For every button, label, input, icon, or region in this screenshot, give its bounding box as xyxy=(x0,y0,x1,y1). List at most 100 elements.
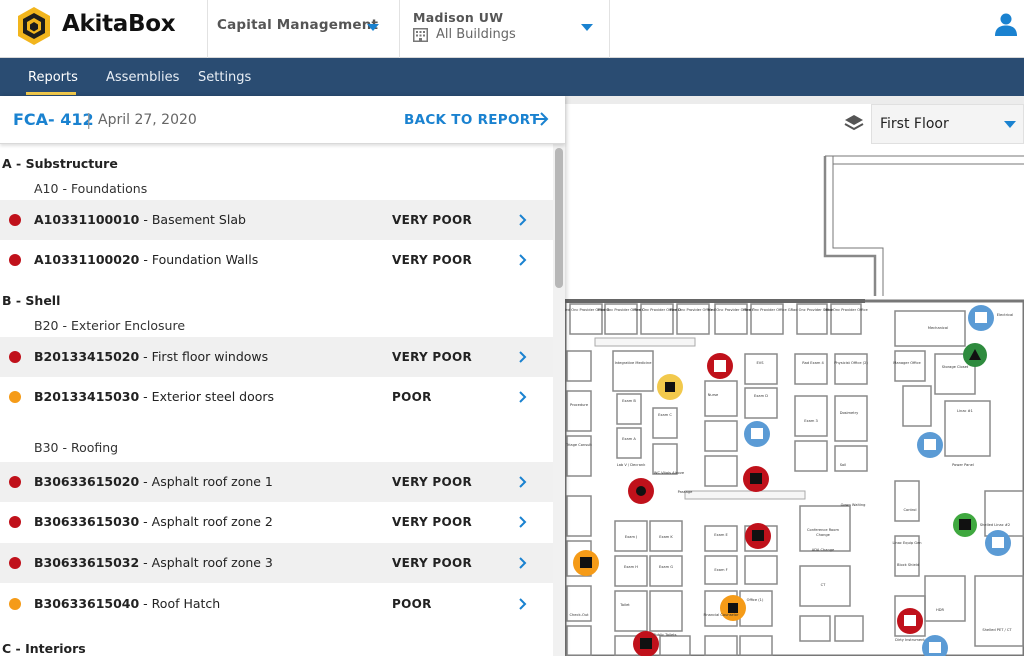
tab-reports[interactable]: Reports xyxy=(28,70,78,85)
room-label: Dirty Instrument xyxy=(895,638,925,642)
tab-assemblies[interactable]: Assemblies xyxy=(106,70,180,85)
room-label: WC Vitals Alcove xyxy=(654,471,685,475)
item-name: First floor windows xyxy=(151,349,269,364)
group-code: B30 xyxy=(34,440,59,455)
room-label: Med Onc Provider Office F xyxy=(708,308,755,312)
room-label: Toilet xyxy=(619,603,630,607)
room-label: Power Panel xyxy=(952,463,974,467)
floor-select[interactable]: First Floor xyxy=(871,104,1024,144)
map-toolbar-strip xyxy=(565,96,1024,104)
item-label: A10331100020 - Foundation Walls xyxy=(34,252,259,267)
chevron-down-icon[interactable] xyxy=(1004,121,1016,128)
room-label: Med Onc Provider Office D xyxy=(633,308,681,312)
room-label: HDR xyxy=(936,608,944,612)
item-label: B30633615020 - Asphalt roof zone 1 xyxy=(34,474,273,489)
item-code: B30633615032 xyxy=(34,555,140,570)
condition-label: POOR xyxy=(392,390,432,404)
item-label: A10331100010 - Basement Slab xyxy=(34,212,246,227)
building-select[interactable]: All Buildings xyxy=(413,27,516,42)
list-item[interactable]: A10331100020 - Foundation Walls VERY POO… xyxy=(0,240,553,280)
room-label: EVS xyxy=(756,361,764,365)
room-label: Integrative Medicine xyxy=(615,361,653,365)
chevron-right-icon[interactable] xyxy=(518,516,528,528)
user-icon[interactable] xyxy=(994,12,1018,36)
room-label: Rad Exam 4 xyxy=(802,361,824,365)
list-item[interactable]: B20133415020 - First floor windows VERY … xyxy=(0,337,553,377)
room-label: CT xyxy=(821,583,827,587)
scrollbar-thumb[interactable] xyxy=(555,148,563,288)
section-header: A - Substructure xyxy=(2,156,118,171)
assembly-list[interactable]: A - Substructure A10 - Foundations A1033… xyxy=(0,144,553,656)
room-label: Exam H xyxy=(624,565,638,569)
item-code: B30633615040 xyxy=(34,596,140,611)
room-label: Shelled PET / CT xyxy=(982,628,1012,632)
chevron-right-icon[interactable] xyxy=(518,254,528,266)
room-label: Conference Room xyxy=(807,528,839,532)
header-divider xyxy=(609,0,610,58)
room-label: Block Shield xyxy=(897,563,919,567)
room-label: Manager Office xyxy=(893,361,921,365)
layers-icon[interactable] xyxy=(843,112,865,134)
item-code: A10331100010 xyxy=(34,212,140,227)
list-item[interactable]: B30633615020 - Asphalt roof zone 1 VERY … xyxy=(0,462,553,502)
room-label: Med Onc Provider Office xyxy=(824,308,868,312)
room-label: Med Onc Provider Office B xyxy=(565,308,610,312)
condition-label: VERY POOR xyxy=(392,213,473,227)
room-label: Control xyxy=(904,508,917,512)
list-item[interactable]: B30633615032 - Asphalt roof zone 3 VERY … xyxy=(0,543,553,583)
tab-settings[interactable]: Settings xyxy=(198,70,252,85)
room-label: Triage Consult xyxy=(565,443,592,447)
chevron-right-icon[interactable] xyxy=(518,351,528,363)
room-label: Exam G xyxy=(659,565,673,569)
room-label: Med Onc Provider Office E xyxy=(670,308,718,312)
active-tab-indicator xyxy=(26,92,76,95)
chevron-right-icon[interactable] xyxy=(518,214,528,226)
very-poor-status-dot xyxy=(9,254,21,266)
very-poor-status-dot xyxy=(9,557,21,569)
poor-status-dot xyxy=(9,598,21,610)
floor-plan-map[interactable]: Med Onc Provider Office B Med Onc Provide… xyxy=(565,96,1024,656)
organization-name[interactable]: Madison UW xyxy=(413,10,504,25)
group-code: A10 xyxy=(34,181,59,196)
condition-label: VERY POOR xyxy=(392,350,473,364)
module-select[interactable]: Capital Management xyxy=(217,17,379,33)
group-name: Exterior Enclosure xyxy=(70,318,186,333)
condition-label: VERY POOR xyxy=(392,253,473,267)
chevron-right-icon[interactable] xyxy=(518,391,528,403)
group-name: Roofing xyxy=(70,440,119,455)
chevron-right-icon[interactable] xyxy=(518,557,528,569)
group-header: B20 - Exterior Enclosure xyxy=(34,318,186,333)
room-label: Office (1) xyxy=(747,598,764,602)
section-header: B - Shell xyxy=(2,293,61,308)
group-header: B30 - Roofing xyxy=(34,440,119,455)
room-label: Linac #1 xyxy=(957,409,973,413)
very-poor-status-dot xyxy=(9,351,21,363)
akitabox-logo-icon[interactable] xyxy=(16,6,52,46)
chevron-down-icon[interactable] xyxy=(581,24,593,31)
back-to-report-link[interactable]: BACK TO REPORT xyxy=(404,112,540,128)
room-label: Lab V / Decrank xyxy=(617,463,646,467)
brand-name[interactable]: AkitaBox xyxy=(62,11,176,37)
group-header: A10 - Foundations xyxy=(34,181,148,196)
room-label: Physicist Office (2) xyxy=(834,361,868,365)
list-item[interactable]: B30633615040 - Roof Hatch POOR xyxy=(0,584,553,624)
item-code: B20133415020 xyxy=(34,349,140,364)
header-divider xyxy=(207,0,208,58)
room-label: Exam E xyxy=(714,533,728,537)
item-name: Roof Hatch xyxy=(151,596,221,611)
chevron-right-icon[interactable] xyxy=(518,598,528,610)
item-code: B30633615030 xyxy=(34,514,140,529)
very-poor-status-dot xyxy=(9,214,21,226)
room-label: Exam F xyxy=(714,568,727,572)
room-label: Linac Equip Gen xyxy=(892,541,921,545)
chevron-down-icon[interactable] xyxy=(367,24,379,31)
room-label: Soil xyxy=(840,463,846,467)
chevron-right-icon[interactable] xyxy=(518,476,528,488)
list-item[interactable]: B30633615030 - Asphalt roof zone 2 VERY … xyxy=(0,502,553,542)
list-item[interactable]: A10331100010 - Basement Slab VERY POOR xyxy=(0,200,553,240)
item-code: A10331100020 xyxy=(34,252,140,267)
room-label: Change xyxy=(816,533,831,537)
arrow-right-icon[interactable] xyxy=(533,111,549,127)
list-item[interactable]: B20133415030 - Exterior steel doors POOR xyxy=(0,377,553,417)
very-poor-status-dot xyxy=(9,476,21,488)
